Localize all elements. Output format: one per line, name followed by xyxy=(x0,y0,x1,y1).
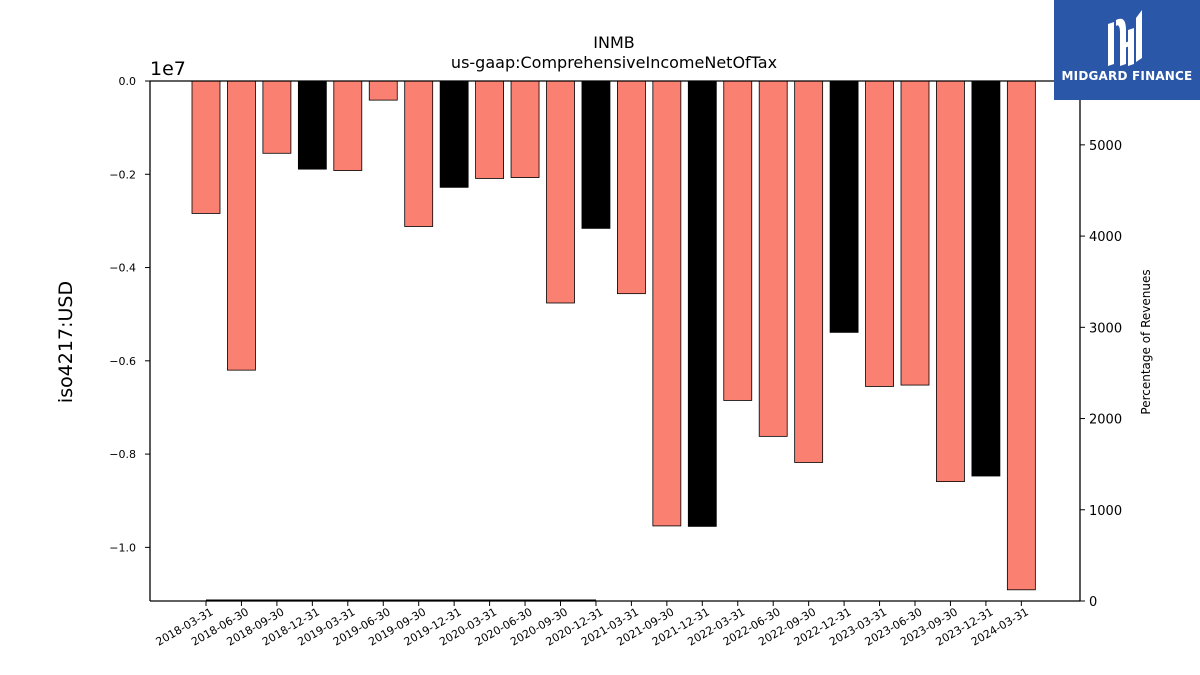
chart-subtitle: us-gaap:ComprehensiveIncomeNetOfTax xyxy=(451,53,777,72)
bar xyxy=(723,80,753,401)
plot-area: 0.0 −0.2 −0.4 −0.6 −0.8 −1.0 0 1000 2000 3000 4000… xyxy=(109,75,1122,649)
y-multiplier-label: 1e7 xyxy=(150,58,186,80)
midgard-logo-icon xyxy=(1108,10,1142,67)
y2-axis-label: Percentage of Revenues xyxy=(1139,269,1153,414)
y-tick-label: −0.6 xyxy=(109,355,136,368)
y2-tick-label: 1000 xyxy=(1089,504,1122,519)
bar xyxy=(617,80,646,295)
bar xyxy=(333,80,363,171)
y-tick-label: −0.2 xyxy=(109,168,136,181)
bar xyxy=(404,80,434,227)
bar xyxy=(865,80,894,387)
bar xyxy=(297,80,327,170)
y2-tick-label: 5000 xyxy=(1089,139,1122,154)
bar xyxy=(758,80,788,437)
y-tick-label: −0.8 xyxy=(109,448,136,461)
y-tick-label: −1.0 xyxy=(109,541,136,554)
chart-title: INMB xyxy=(593,33,634,52)
y2-tick-label: 0 xyxy=(1089,595,1097,610)
bar xyxy=(439,80,469,188)
bar xyxy=(581,80,611,229)
bar xyxy=(475,80,505,179)
y-axis-label: iso4217:USD xyxy=(55,281,77,403)
bar xyxy=(829,80,859,333)
bar xyxy=(936,80,965,483)
y2-tick-label: 4000 xyxy=(1089,230,1122,245)
bar xyxy=(1006,80,1036,591)
bar xyxy=(191,80,221,214)
bar xyxy=(546,80,575,304)
logo-text: MIDGARD FINANCE xyxy=(1061,69,1193,83)
y-tick-label: −0.4 xyxy=(109,262,136,275)
y2-tick-label: 2000 xyxy=(1089,413,1122,428)
bar xyxy=(794,80,824,463)
bar xyxy=(368,80,398,101)
midgard-logo: MIDGARD FINANCE xyxy=(1054,0,1200,100)
bar xyxy=(262,80,292,154)
y-tick-label: 0.0 xyxy=(119,75,137,88)
bar xyxy=(227,80,256,371)
y2-tick-label: 3000 xyxy=(1089,321,1122,336)
bar xyxy=(510,80,540,178)
bar xyxy=(687,80,717,527)
bar xyxy=(971,80,1001,477)
bar xyxy=(652,80,682,527)
bar xyxy=(900,80,930,386)
